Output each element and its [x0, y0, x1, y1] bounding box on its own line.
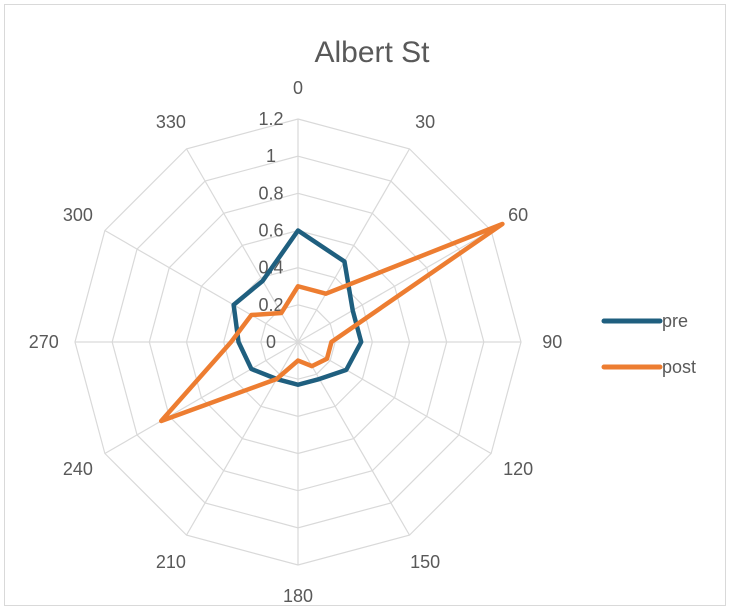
- radial-tick-label: 0.2: [258, 295, 283, 315]
- angle-label: 330: [156, 112, 186, 132]
- radial-tick-label: 1: [266, 146, 276, 166]
- grid-spoke: [297, 341, 411, 536]
- angle-label: 270: [29, 332, 59, 352]
- angle-label: 60: [508, 205, 528, 225]
- angle-label: 240: [63, 459, 93, 479]
- series-pre: [231, 228, 364, 387]
- angle-label: 30: [415, 112, 435, 132]
- radar-grid: [74, 118, 522, 566]
- legend: pre post: [601, 311, 696, 377]
- series-post: [158, 221, 505, 424]
- angle-label: 150: [410, 552, 440, 572]
- radial-tick-label: 0: [266, 332, 276, 352]
- angle-label: 90: [542, 332, 562, 352]
- grid-spoke: [297, 148, 411, 343]
- grid-spoke: [104, 341, 299, 455]
- angle-label: 120: [503, 459, 533, 479]
- grid-spoke: [104, 229, 299, 343]
- grid-spoke: [297, 341, 492, 455]
- angle-label: 210: [156, 552, 186, 572]
- grid-spoke: [185, 148, 299, 343]
- radial-tick-label: 0.6: [258, 221, 283, 241]
- radial-tick-label: 0.8: [258, 183, 283, 203]
- radial-tick-label: 1.2: [258, 109, 283, 129]
- grid-spoke: [297, 229, 492, 343]
- chart-title: Albert St: [314, 36, 430, 69]
- angular-axis-labels: 0 30 60 90 120 150 180 210 240 270 300 330: [29, 78, 562, 606]
- angle-label: 180: [283, 586, 313, 606]
- angle-label: 300: [63, 205, 93, 225]
- series-lines: [158, 221, 505, 424]
- chart-area: [4, 4, 726, 606]
- legend-label-post: post: [662, 357, 696, 377]
- legend-label-pre: pre: [662, 311, 688, 331]
- angle-label: 0: [293, 78, 303, 98]
